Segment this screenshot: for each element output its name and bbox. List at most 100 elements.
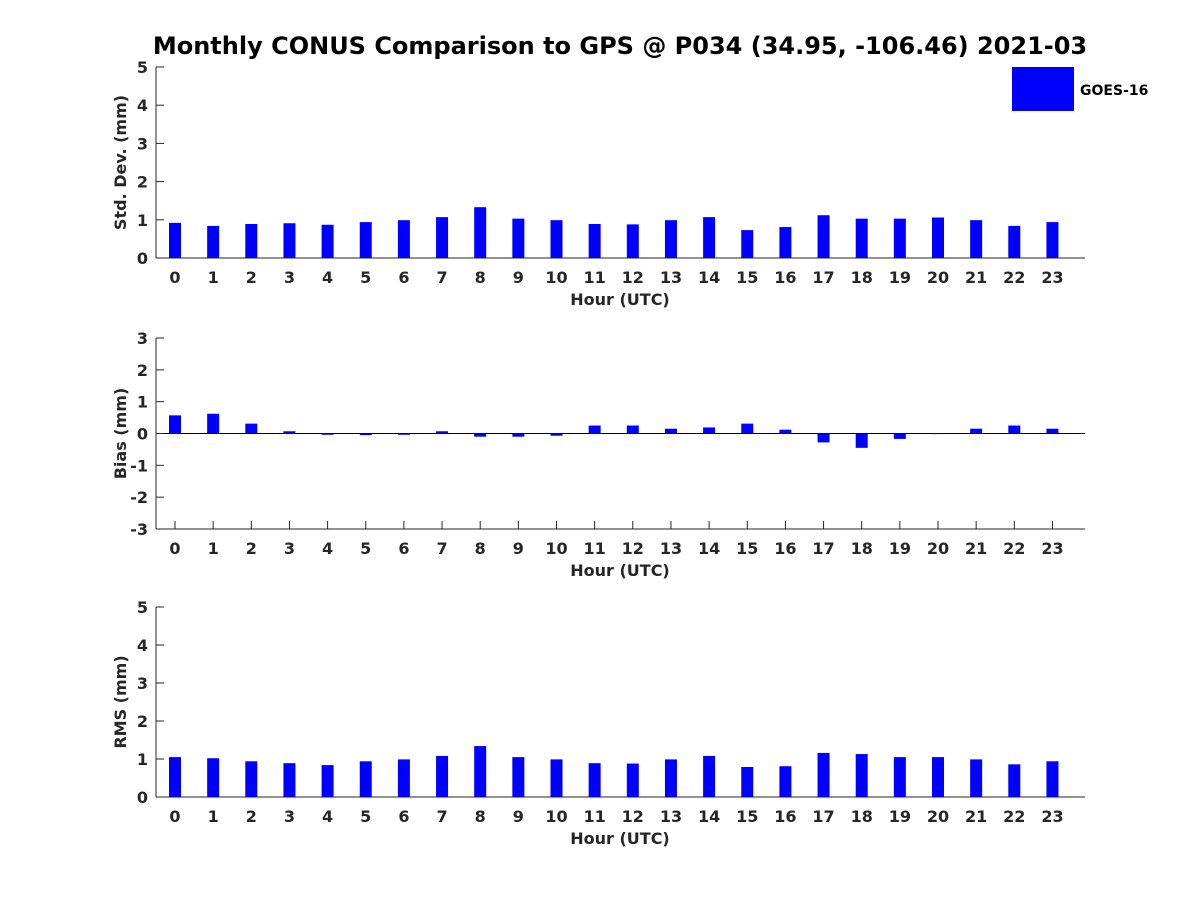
- x-tick-label: 22: [1003, 268, 1025, 287]
- x-tick-label: 11: [584, 539, 606, 558]
- x-tick-label: 13: [660, 539, 682, 558]
- y-tick-label: -1: [130, 456, 148, 475]
- bar-hour-2: [245, 761, 258, 797]
- bar-hour-6: [397, 433, 410, 435]
- bar-hour-18: [855, 433, 868, 448]
- bar-hour-6: [397, 759, 410, 797]
- bar-hour-11: [588, 224, 601, 258]
- x-tick-label: 3: [284, 268, 295, 287]
- y-tick-label: 0: [137, 788, 148, 807]
- x-tick-label: 0: [169, 539, 180, 558]
- y-tick-label: 5: [137, 598, 148, 617]
- x-tick-label: 20: [927, 268, 949, 287]
- bar-hour-5: [359, 761, 372, 797]
- y-tick-label: 5: [137, 58, 148, 77]
- x-axis-label: Hour (UTC): [570, 561, 670, 580]
- x-tick-label: 14: [698, 807, 720, 826]
- x-tick-label: 15: [736, 539, 758, 558]
- bar-hour-15: [741, 230, 754, 258]
- x-tick-label: 8: [475, 539, 486, 558]
- bar-hour-6: [397, 220, 410, 258]
- bar-hour-19: [893, 433, 906, 439]
- x-tick-label: 7: [436, 807, 447, 826]
- x-tick-label: 22: [1003, 539, 1025, 558]
- x-tick-label: 12: [622, 807, 644, 826]
- x-tick-label: 20: [927, 539, 949, 558]
- bar-hour-19: [893, 218, 906, 258]
- bar-hour-9: [512, 757, 525, 797]
- y-tick-label: -3: [130, 520, 148, 539]
- bar-hour-15: [741, 423, 754, 434]
- y-tick-label: 2: [137, 361, 148, 380]
- y-tick-label: 1: [137, 750, 148, 769]
- x-tick-label: 16: [774, 807, 796, 826]
- x-tick-label: 15: [736, 807, 758, 826]
- bar-hour-4: [321, 433, 334, 435]
- x-tick-label: 6: [398, 807, 409, 826]
- x-tick-label: 13: [660, 268, 682, 287]
- bar-hour-21: [970, 220, 983, 258]
- bar-hour-22: [1008, 425, 1021, 434]
- x-tick-label: 12: [622, 268, 644, 287]
- bar-hour-21: [970, 428, 983, 434]
- x-tick-label: 13: [660, 807, 682, 826]
- bar-hour-17: [817, 752, 830, 797]
- x-tick-label: 20: [927, 807, 949, 826]
- x-tick-label: 21: [965, 268, 987, 287]
- y-tick-label: 1: [137, 393, 148, 412]
- x-tick-label: 16: [774, 268, 796, 287]
- bar-hour-5: [359, 433, 372, 436]
- y-axis-label: Bias (mm): [111, 388, 130, 480]
- y-tick-label: -2: [130, 488, 148, 507]
- x-tick-label: 9: [513, 807, 524, 826]
- x-tick-label: 8: [475, 807, 486, 826]
- bar-hour-14: [703, 755, 716, 797]
- bar-hour-21: [970, 759, 983, 797]
- x-tick-label: 5: [360, 268, 371, 287]
- bar-hour-15: [741, 766, 754, 797]
- x-tick-label: 16: [774, 539, 796, 558]
- bar-hour-22: [1008, 764, 1021, 797]
- x-tick-label: 4: [322, 268, 333, 287]
- bar-hour-0: [169, 757, 181, 797]
- x-axis-label: Hour (UTC): [570, 829, 670, 848]
- x-tick-label: 21: [965, 807, 987, 826]
- bar-hour-17: [817, 215, 830, 258]
- x-tick-label: 11: [584, 268, 606, 287]
- x-tick-label: 8: [475, 268, 486, 287]
- y-tick-label: 0: [137, 249, 148, 268]
- bar-hour-12: [626, 763, 639, 797]
- x-tick-label: 21: [965, 539, 987, 558]
- bar-hour-7: [436, 217, 449, 258]
- bar-hour-14: [703, 217, 716, 258]
- bar-hour-10: [550, 433, 563, 436]
- y-tick-label: 1: [137, 211, 148, 230]
- x-tick-label: 5: [360, 539, 371, 558]
- y-axis-label: Std. Dev. (mm): [111, 95, 130, 230]
- bar-hour-23: [1046, 761, 1059, 797]
- bar-hour-14: [703, 427, 716, 434]
- x-tick-label: 19: [889, 807, 911, 826]
- bar-hour-5: [359, 222, 372, 258]
- bar-hour-23: [1046, 222, 1059, 258]
- x-tick-label: 12: [622, 539, 644, 558]
- legend-swatch: [1012, 67, 1074, 111]
- x-tick-label: 17: [812, 268, 834, 287]
- bar-hour-23: [1046, 428, 1059, 434]
- bar-hour-3: [283, 431, 296, 434]
- x-tick-label: 11: [584, 807, 606, 826]
- bar-hour-11: [588, 425, 601, 434]
- bar-hour-13: [664, 428, 677, 434]
- x-tick-label: 10: [545, 807, 567, 826]
- bar-hour-16: [779, 227, 792, 258]
- x-tick-label: 2: [246, 268, 257, 287]
- y-tick-label: 4: [137, 636, 148, 655]
- bar-hour-7: [436, 755, 449, 797]
- bar-hour-16: [779, 766, 792, 797]
- x-tick-label: 1: [208, 539, 219, 558]
- bar-hour-8: [474, 746, 487, 797]
- bar-hour-8: [474, 207, 487, 258]
- bar-hour-3: [283, 763, 296, 797]
